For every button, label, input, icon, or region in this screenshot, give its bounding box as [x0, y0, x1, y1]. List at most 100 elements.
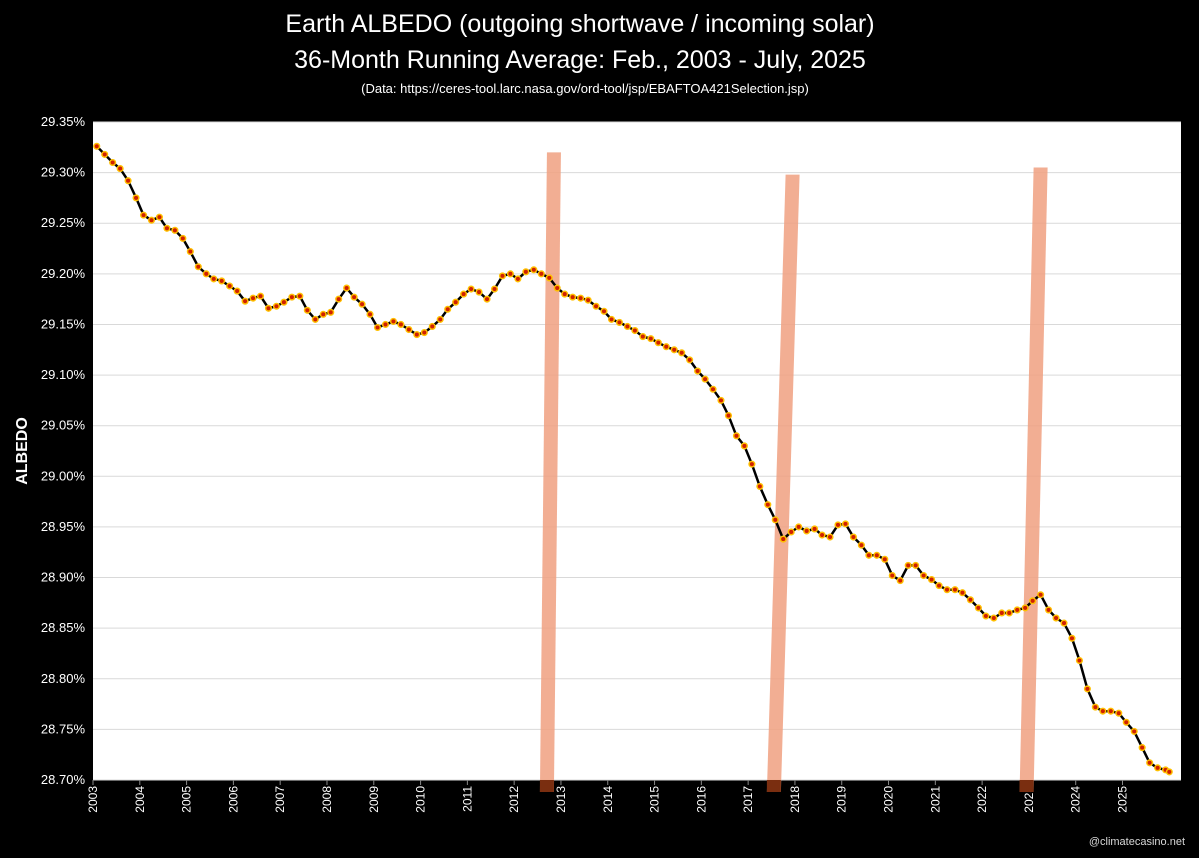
data-point [647, 335, 655, 343]
shaded-bar [539, 152, 561, 792]
data-point [1122, 718, 1130, 726]
data-point [787, 528, 795, 536]
data-point [1165, 768, 1173, 776]
data-point [990, 614, 998, 622]
data-point [904, 561, 912, 569]
data-point [1154, 764, 1162, 772]
gridlines [93, 121, 1181, 781]
data-point [288, 293, 296, 301]
data-point [818, 531, 826, 539]
data-point [849, 533, 857, 541]
data-point [1013, 606, 1021, 614]
data-point [803, 527, 811, 535]
x-tick-label: 2024 [1069, 786, 1083, 813]
data-point [865, 551, 873, 559]
data-point [724, 412, 733, 420]
data-point [717, 396, 725, 404]
data-point [670, 346, 678, 354]
data-point [943, 586, 951, 594]
data-point [226, 282, 234, 290]
chart-subtitle: 36-Month Running Average: Feb., 2003 - J… [294, 46, 866, 74]
data-point [662, 343, 670, 351]
data-point [561, 290, 569, 298]
data-point [405, 325, 413, 334]
data-point [896, 577, 904, 585]
data-point [584, 296, 592, 304]
y-tick-label: 28.75% [41, 721, 86, 736]
data-point [93, 142, 101, 150]
data-point [841, 520, 850, 528]
data-point [249, 294, 257, 302]
data-point [631, 326, 639, 335]
data-point [639, 333, 647, 341]
x-tick-label: 2008 [320, 786, 334, 813]
data-point [779, 535, 787, 543]
data-point [256, 292, 265, 300]
y-tick-label: 29.35% [41, 114, 86, 129]
data-point [350, 293, 358, 301]
x-tick-label: 2006 [226, 786, 240, 813]
data-point [311, 315, 319, 323]
data-point [124, 177, 132, 185]
y-tick-label: 28.85% [41, 620, 86, 635]
data-point [694, 367, 702, 375]
y-axis-label: ALBEDO [14, 417, 31, 485]
data-point [764, 501, 772, 509]
data-point [241, 297, 249, 305]
y-axis-ticks: 29.35% 29.30% 29.25% 29.20% 29.15% 29.10% 29.0… [41, 114, 86, 787]
data-point [452, 298, 460, 306]
data-point [296, 292, 304, 300]
data-point [928, 576, 936, 584]
data-point [1052, 614, 1060, 622]
chart-title: Earth ALBEDO (outgoing shortwave / incom… [285, 10, 875, 38]
shaded-bar-base [766, 780, 781, 792]
data-point [109, 158, 117, 167]
data-point [303, 306, 311, 314]
data-point [233, 287, 241, 295]
data-point [116, 165, 124, 173]
data-point [912, 561, 920, 569]
data-point [701, 375, 709, 383]
y-tick-label: 29.10% [41, 367, 86, 382]
data-point [1146, 759, 1154, 767]
data-point [1091, 703, 1099, 711]
y-tick-label: 28.80% [41, 671, 86, 686]
data-point [795, 523, 803, 531]
shaded-bar [1019, 167, 1048, 793]
data-point [545, 274, 553, 282]
data-point [888, 571, 896, 580]
x-tick-label: 2023 [1022, 786, 1036, 813]
data-point [132, 194, 140, 202]
y-tick-label: 29.15% [41, 316, 86, 331]
shaded-bar-base [1019, 780, 1034, 792]
data-point [522, 268, 530, 276]
data-point [319, 310, 327, 318]
data-point [951, 586, 959, 594]
data-point [1107, 707, 1115, 715]
data-point [654, 339, 662, 347]
data-point [498, 272, 507, 280]
data-point [514, 275, 522, 283]
data-point [974, 604, 982, 612]
data-point [264, 304, 273, 312]
data-point [1138, 744, 1146, 752]
data-point [1045, 606, 1053, 614]
data-point [335, 295, 343, 303]
x-tick-label: 2016 [694, 786, 708, 813]
y-tick-label: 29.20% [41, 266, 86, 281]
data-point [397, 320, 405, 329]
data-point [218, 277, 226, 285]
plot-area [93, 122, 1181, 780]
data-point [413, 331, 421, 339]
data-point [530, 266, 538, 274]
data-point [1037, 591, 1045, 599]
x-tick-label: 2012 [507, 786, 521, 813]
data-point [373, 323, 382, 332]
data-point [771, 516, 779, 524]
data-point [623, 322, 631, 331]
y-tick-label: 29.05% [41, 418, 86, 433]
x-tick-label: 2017 [741, 786, 755, 813]
x-tick-label: 2005 [180, 786, 194, 813]
x-tick-label: 2010 [414, 786, 428, 813]
